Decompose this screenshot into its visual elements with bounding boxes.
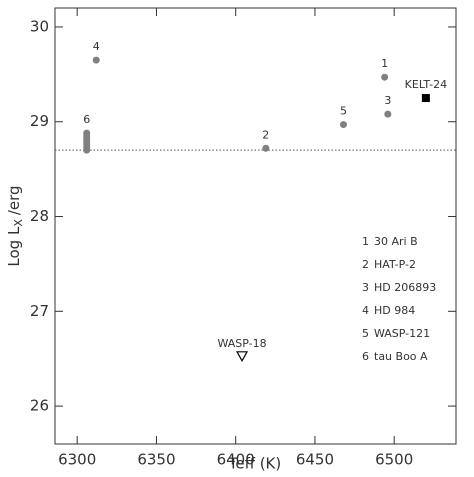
point-label: 1	[381, 57, 388, 70]
legend-text: HAT-P-2	[374, 258, 416, 271]
point	[339, 121, 347, 129]
point-label: 2	[262, 128, 269, 141]
legend-text: tau Boo A	[374, 350, 428, 363]
y-axis-label: Log LX/erg	[5, 185, 26, 266]
point-label: 5	[340, 105, 347, 118]
x-tick-label: 6350	[137, 451, 175, 469]
point-label: KELT-24	[405, 78, 447, 91]
plot-frame	[54, 7, 457, 445]
y-tick-label: 29	[30, 112, 49, 130]
legend-key: 3	[362, 281, 369, 294]
point-label: 4	[93, 40, 100, 53]
legend-text: 30 Ari B	[374, 235, 418, 248]
x-axis-label: Teff (K)	[228, 455, 282, 473]
x-tick-label: 6400	[217, 451, 255, 469]
legend-key: 2	[362, 258, 369, 271]
point-label: WASP-18	[217, 337, 266, 350]
x-tick-label: 6300	[58, 451, 96, 469]
y-tick-label: 27	[30, 302, 49, 320]
x-tick-label: 6450	[296, 451, 334, 469]
y-tick-label: 28	[30, 207, 49, 225]
point	[92, 56, 100, 64]
point-label: 6	[83, 113, 90, 126]
point	[421, 94, 430, 103]
y-axis-label-unit: /erg	[5, 185, 23, 215]
legend-key: 4	[362, 304, 369, 317]
y-tick-label: 30	[30, 17, 49, 35]
legend-key: 1	[362, 235, 369, 248]
y-axis-label-main: Log L	[5, 226, 23, 267]
point	[262, 144, 270, 152]
point	[384, 110, 392, 118]
x-tick-label: 6500	[375, 451, 413, 469]
point-label: 3	[384, 94, 391, 107]
point	[381, 73, 389, 81]
y-axis-label-sub: X	[12, 219, 25, 227]
legend-text: WASP-121	[374, 327, 430, 340]
y-tick-label: 26	[30, 397, 49, 415]
legend-text: HD 206893	[374, 281, 436, 294]
legend-key: 5	[362, 327, 369, 340]
legend-key: 6	[362, 350, 369, 363]
point	[83, 146, 91, 154]
point	[236, 351, 249, 363]
legend-text: HD 984	[374, 304, 415, 317]
